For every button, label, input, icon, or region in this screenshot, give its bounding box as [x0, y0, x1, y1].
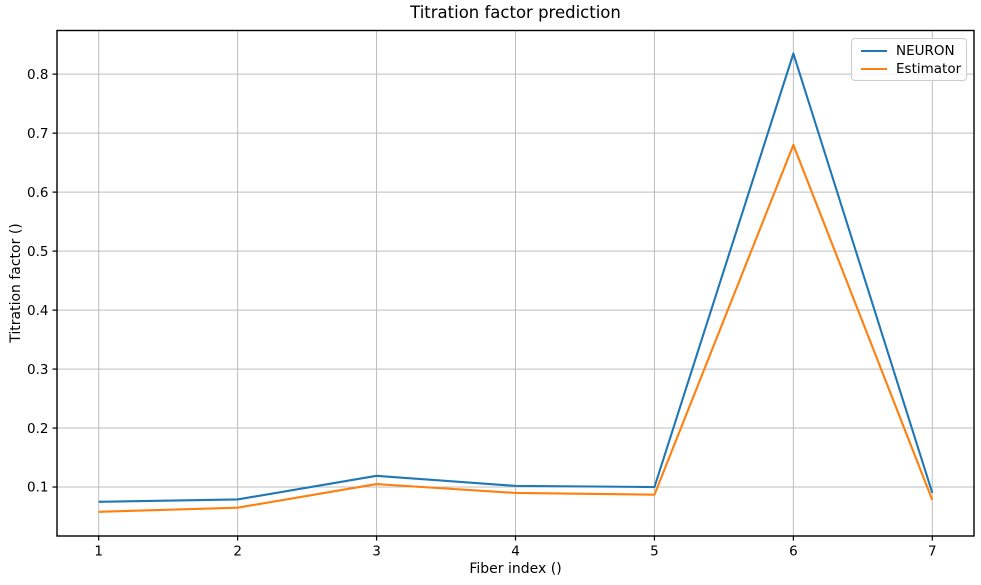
y-tick-label: 0.1: [27, 480, 48, 496]
legend-label: NEURON: [896, 42, 955, 59]
x-tick-label: 7: [928, 544, 937, 560]
y-tick-label: 0.5: [27, 244, 48, 260]
y-tick-label: 0.7: [27, 126, 48, 142]
y-axis-label: Titration factor (): [8, 223, 24, 343]
x-tick-label: 2: [233, 544, 242, 560]
y-tick-label: 0.8: [27, 67, 48, 83]
legend-line-swatch: [861, 49, 887, 52]
legend-item: Estimator: [861, 60, 961, 77]
x-tick-label: 1: [94, 544, 103, 560]
x-tick-label: 3: [372, 544, 381, 560]
plot-border: [56, 29, 975, 537]
y-tick-label: 0.4: [27, 303, 48, 319]
series-line-neuron: [98, 52, 934, 503]
x-tick-label: 4: [511, 544, 520, 560]
y-tick-label: 0.3: [27, 362, 48, 378]
x-tick-label: 5: [650, 544, 659, 560]
x-axis-label: Fiber index (): [469, 561, 562, 577]
legend-item: NEURON: [861, 42, 957, 59]
legend-label: Estimator: [896, 60, 962, 77]
series-line-estimator: [98, 143, 934, 513]
y-tick-label: 0.2: [27, 421, 48, 437]
x-tick-label: 6: [789, 544, 798, 560]
y-tick-label: 0.6: [27, 185, 48, 201]
chart-title: Titration factor prediction: [410, 3, 621, 22]
legend-line-swatch: [861, 67, 887, 70]
legend: NEURON Estimator: [851, 38, 967, 81]
